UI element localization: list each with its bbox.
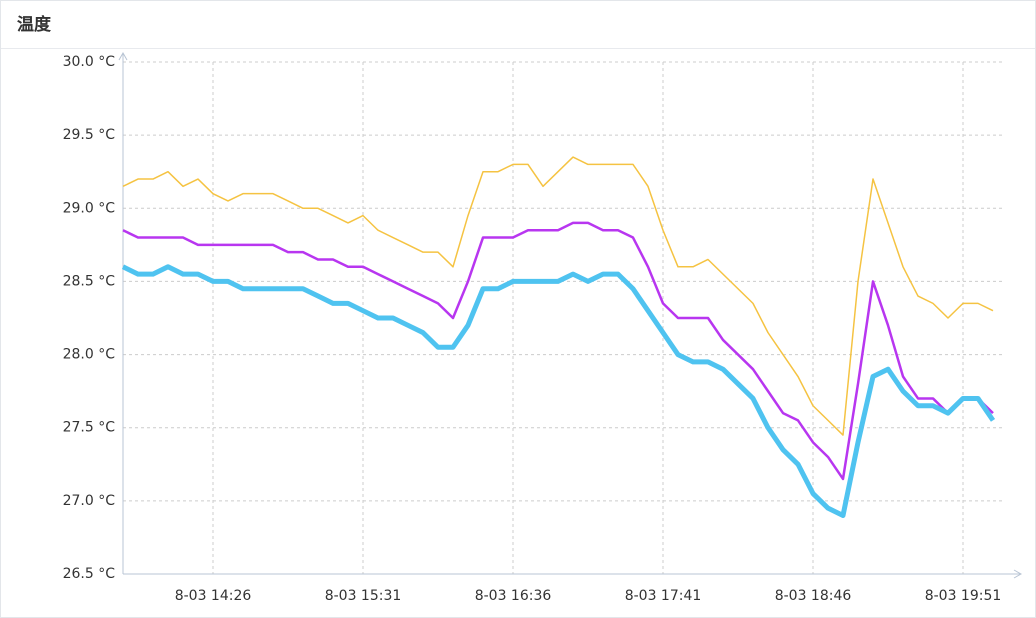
x-tick-label: 8-03 16:36 xyxy=(475,588,552,604)
series-line xyxy=(121,264,996,518)
y-tick-label: 28.0 °C xyxy=(63,347,116,363)
chart: 26.5 °C 27.0 °C 27.5 °C 28.0 °C 28.5 °C 29.0 … xyxy=(63,51,1023,604)
x-tick-label: 8-03 18:46 xyxy=(775,588,852,604)
x-axis-arrow xyxy=(1013,569,1023,579)
y-tick-label: 26.5 °C xyxy=(63,566,116,582)
y-tick-label: 28.5 °C xyxy=(63,273,116,289)
series-line xyxy=(122,221,994,481)
panel-title: 温度 xyxy=(1,1,1035,49)
y-tick-label: 29.0 °C xyxy=(63,200,116,216)
y-tick-label: 30.0 °C xyxy=(63,54,116,70)
x-tick-label: 8-03 15:31 xyxy=(325,588,402,604)
x-tick-label: 8-03 14:26 xyxy=(175,588,252,604)
series-line xyxy=(122,156,994,436)
x-tick-label: 8-03 17:41 xyxy=(625,588,702,604)
y-tick-label: 29.5 °C xyxy=(63,127,116,143)
y-axis-arrow xyxy=(118,51,128,61)
x-tick-label: 8-03 19:51 xyxy=(925,588,1002,604)
y-tick-label: 27.0 °C xyxy=(63,493,116,509)
y-tick-label: 27.5 °C xyxy=(63,420,116,436)
